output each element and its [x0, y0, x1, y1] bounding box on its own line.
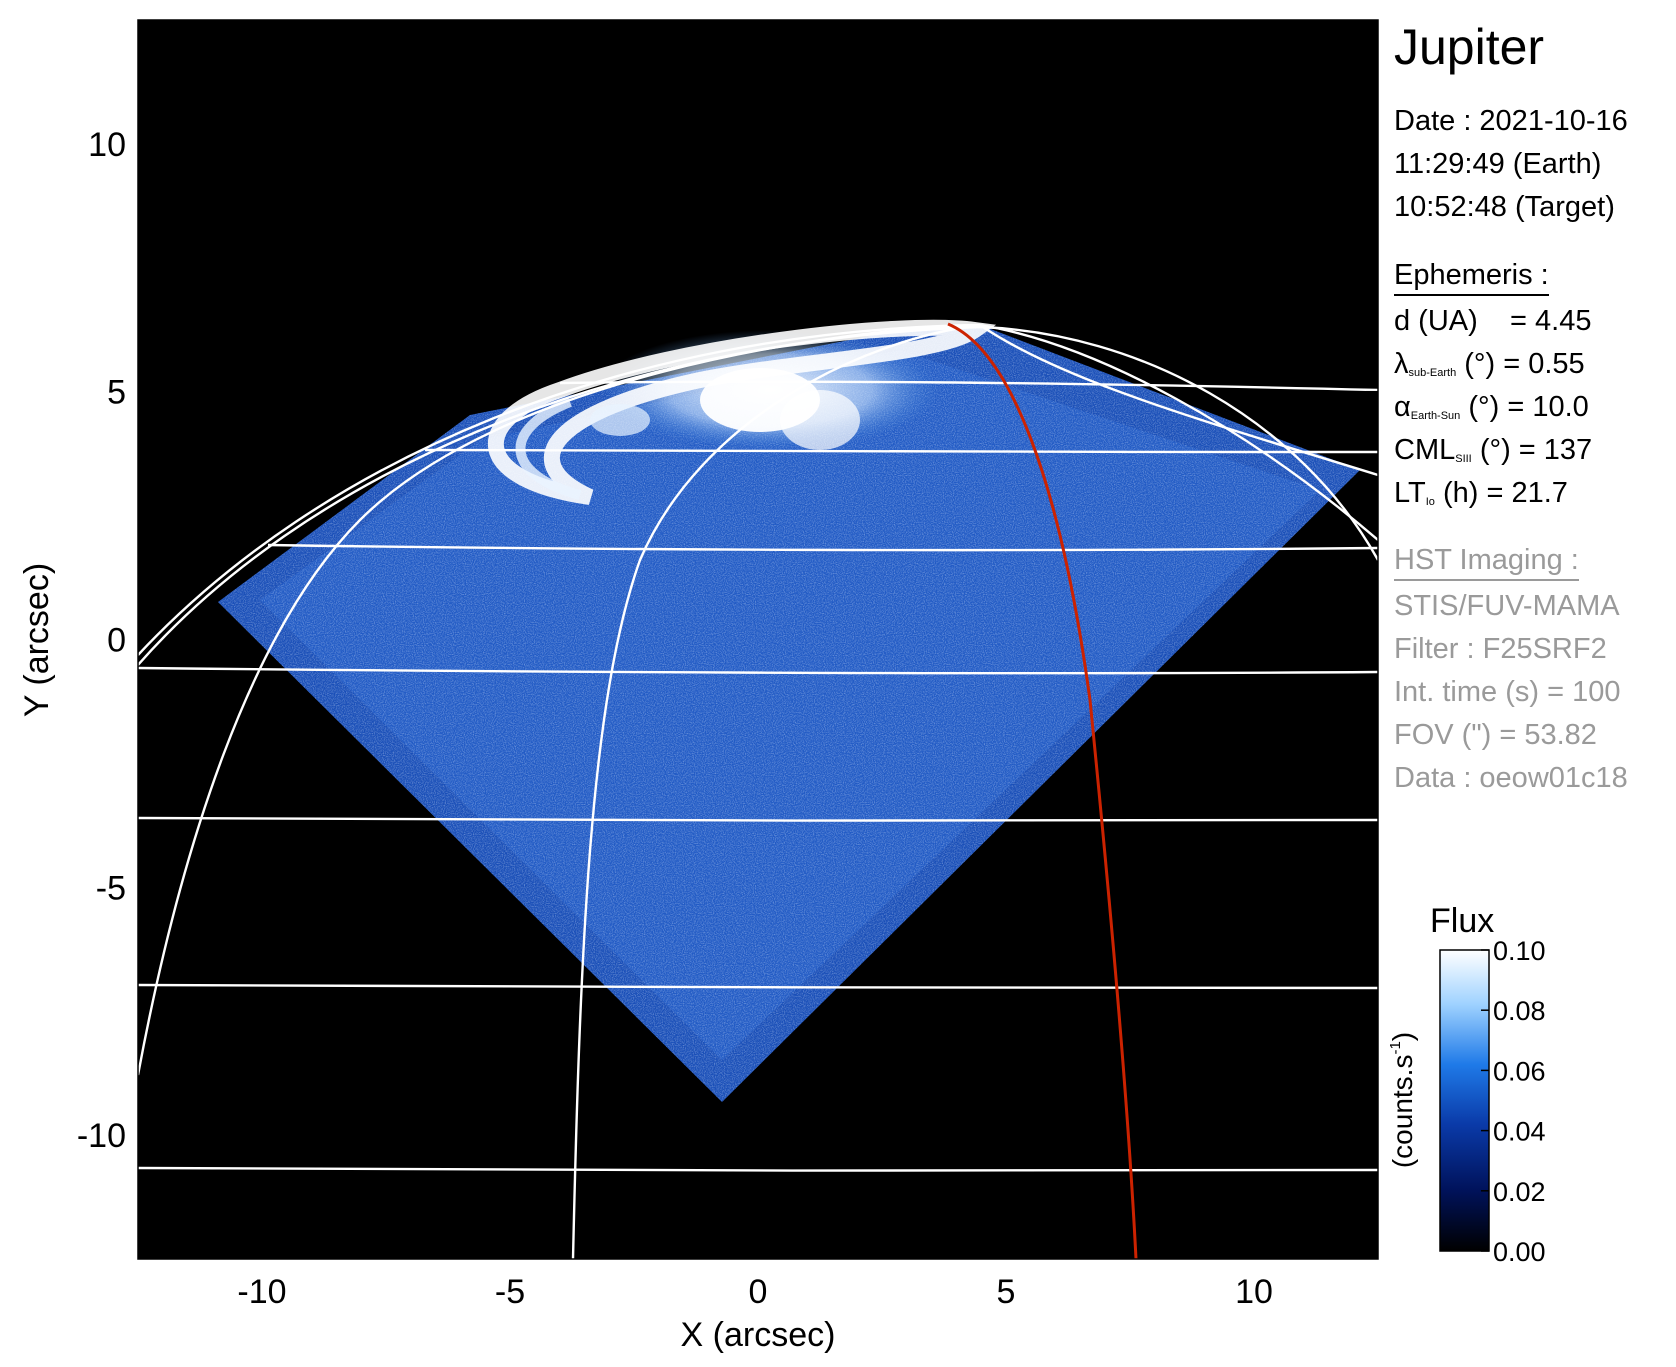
colorbar-tick-label: 0.10 — [1493, 936, 1546, 966]
x-tick-label: 10 — [1235, 1273, 1273, 1311]
x-tick-label: -10 — [237, 1273, 286, 1311]
x-axis-ticks: -10 -5 0 5 10 — [237, 20, 1273, 1311]
colorbar-title: Flux — [1430, 902, 1495, 940]
field-of-view: FOV (") = 53.82 — [1394, 719, 1597, 751]
chart-title: Jupiter — [1394, 19, 1545, 75]
lat-lon-grid — [138, 323, 1378, 1259]
colorbar — [1439, 949, 1490, 1252]
cml-row: CMLSIII (°) = 137 — [1394, 434, 1593, 466]
colorbar-ticks: 0.10 0.08 0.06 0.04 0.02 0.00 — [1481, 936, 1546, 1267]
instrument-camera: STIS/FUV-MAMA — [1394, 590, 1620, 622]
ephemeris-header: Ephemeris : — [1394, 259, 1549, 296]
integration-time: Int. time (s) = 100 — [1394, 676, 1621, 708]
hst-imaging-header: HST Imaging : — [1394, 544, 1579, 581]
distance-row: d (UA) = 4.45 — [1394, 305, 1592, 337]
colorbar-tick-label: 0.06 — [1493, 1056, 1546, 1086]
phase-angle-row: αEarth-Sun (°) = 10.0 — [1394, 391, 1589, 423]
data-id: Data : oeow01c18 — [1394, 762, 1628, 794]
target-time: 10:52:48 (Target) — [1394, 191, 1615, 223]
y-tick-label: 10 — [88, 126, 126, 164]
x-tick-label: -5 — [495, 1273, 525, 1311]
sub-earth-latitude-row: λsub-Earth (°) = 0.55 — [1394, 348, 1585, 380]
colorbar-axis-label: (counts.s-1) — [1387, 1032, 1418, 1168]
y-tick-label: 5 — [107, 374, 126, 412]
colorbar-tick-label: 0.02 — [1493, 1177, 1546, 1207]
y-axis-label: Y (arcsec) — [18, 563, 56, 717]
y-tick-label: 0 — [107, 622, 126, 660]
y-tick-label: -5 — [96, 869, 126, 907]
io-footpath — [947, 322, 1138, 1259]
io-local-time-row: LTIo (h) = 21.7 — [1394, 477, 1568, 509]
y-tick-label: -10 — [77, 1117, 126, 1155]
y-axis-ticks: 10 5 0 -5 -10 — [77, 126, 1378, 1155]
x-tick-label: 5 — [997, 1273, 1016, 1311]
x-tick-label: 0 — [749, 1273, 768, 1311]
instrument-filter: Filter : F25SRF2 — [1394, 633, 1607, 665]
colorbar-tick-label: 0.00 — [1493, 1237, 1546, 1267]
date-line: Date : 2021-10-16 — [1394, 105, 1628, 137]
earth-time: 11:29:49 (Earth) — [1394, 148, 1602, 180]
colorbar-tick-label: 0.08 — [1493, 996, 1546, 1026]
colorbar-tick-label: 0.04 — [1493, 1117, 1546, 1147]
x-axis-label: X (arcsec) — [681, 1316, 836, 1354]
